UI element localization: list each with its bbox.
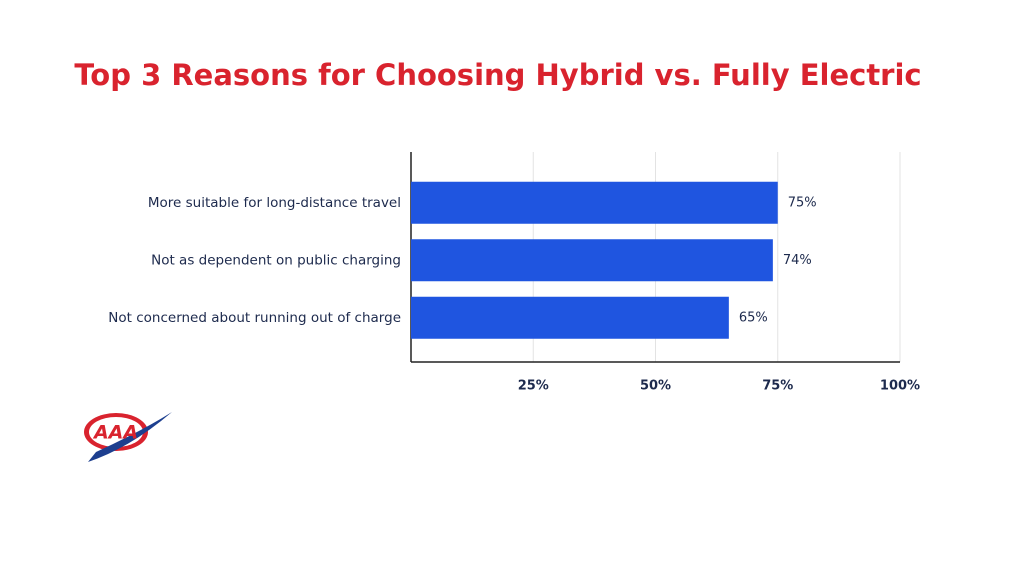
y-tick-label: Not as dependent on public charging <box>151 252 401 268</box>
y-tick-label: More suitable for long-distance travel <box>148 195 401 211</box>
logo: AAA <box>84 412 172 462</box>
value-label: 65% <box>739 310 768 325</box>
logo-swoosh <box>88 412 172 462</box>
bar <box>411 181 778 224</box>
bar <box>411 296 729 339</box>
value-label: 75% <box>788 195 817 210</box>
x-tick-label: 25% <box>518 379 549 394</box>
x-tick-label: 75% <box>762 379 793 394</box>
value-label: 74% <box>783 253 812 268</box>
bar <box>411 239 773 282</box>
y-tick-label: Not concerned about running out of charg… <box>108 310 401 326</box>
logo-text: AAA <box>92 422 138 444</box>
x-tick-label: 100% <box>880 379 920 394</box>
x-tick-label: 50% <box>640 379 671 394</box>
chart-title: Top 3 Reasons for Choosing Hybrid vs. Fu… <box>74 58 921 92</box>
